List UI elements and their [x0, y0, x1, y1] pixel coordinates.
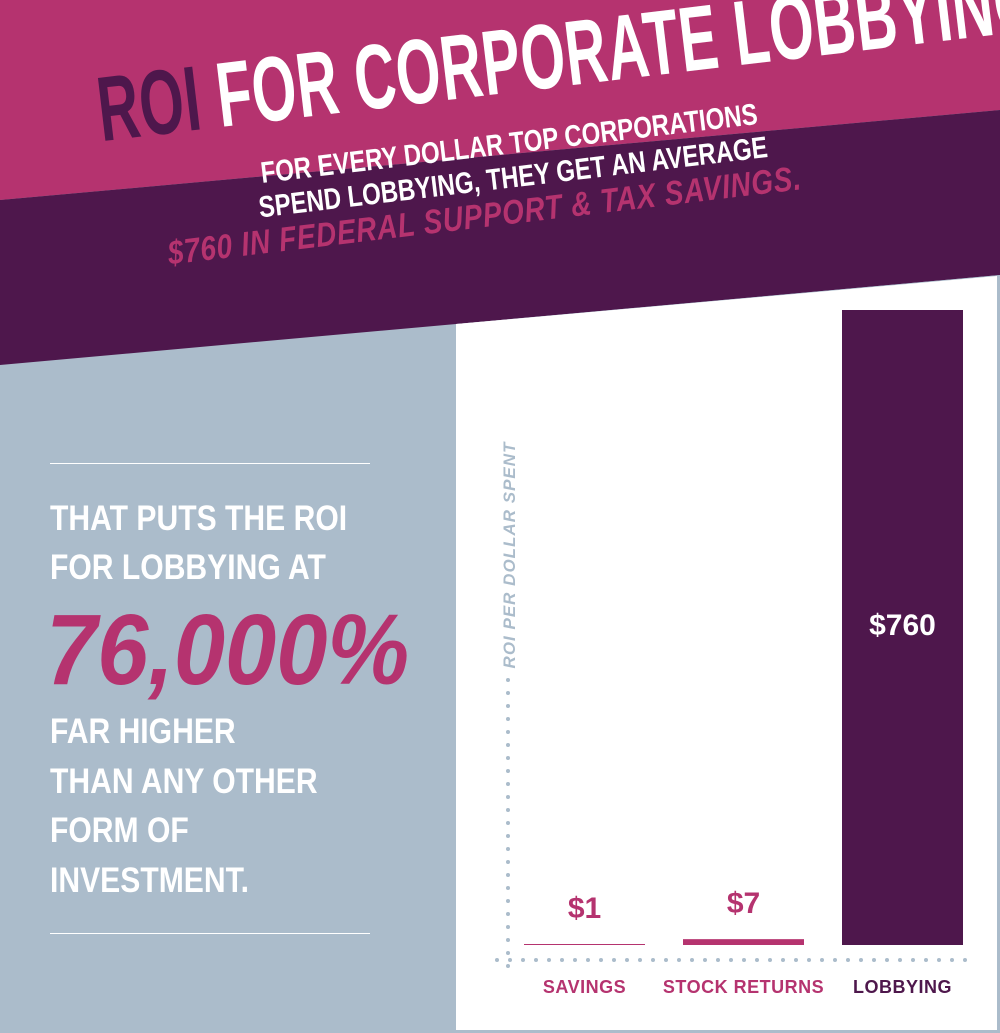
- x-axis-dot: [495, 958, 499, 962]
- y-axis-label: ROI PER DOLLAR SPENT: [500, 441, 519, 669]
- category-label: STOCK RETURNS: [662, 977, 825, 997]
- y-axis-dot: [506, 717, 510, 721]
- y-axis-dot: [506, 756, 510, 760]
- x-axis-dot: [911, 958, 915, 962]
- left-text-line-3: FAR HIGHER: [50, 712, 236, 751]
- x-axis-dot: [690, 958, 694, 962]
- y-axis-dot: [506, 769, 510, 773]
- x-axis-dot: [716, 958, 720, 962]
- x-axis-dot: [963, 958, 967, 962]
- x-axis-dot: [937, 958, 941, 962]
- y-axis-dot: [506, 964, 510, 968]
- x-axis-dot: [872, 958, 876, 962]
- y-axis-dot: [506, 847, 510, 851]
- x-axis-dot: [599, 958, 603, 962]
- x-axis-dot: [807, 958, 811, 962]
- x-axis-dot: [781, 958, 785, 962]
- category-label: SAVINGS: [542, 977, 627, 997]
- x-axis-dot: [885, 958, 889, 962]
- bar-savings: [524, 944, 645, 945]
- x-axis-dot: [534, 958, 538, 962]
- roi-percentage: 76,000%: [46, 594, 410, 706]
- left-text-line-4: THAN ANY OTHER: [50, 762, 318, 801]
- y-axis-dot: [506, 808, 510, 812]
- x-axis-dot: [924, 958, 928, 962]
- bar-stock-returns: [683, 939, 804, 945]
- x-axis-dot: [677, 958, 681, 962]
- y-axis-dot: [506, 886, 510, 890]
- y-axis-dot: [506, 795, 510, 799]
- y-axis-dot: [506, 912, 510, 916]
- x-axis-dot: [638, 958, 642, 962]
- x-axis-dot: [651, 958, 655, 962]
- y-axis-dot: [506, 782, 510, 786]
- bottom-divider: [50, 933, 370, 934]
- top-divider: [50, 463, 370, 464]
- x-axis-dot: [586, 958, 590, 962]
- x-axis-dot: [612, 958, 616, 962]
- x-axis-dot: [794, 958, 798, 962]
- x-axis-dot: [820, 958, 824, 962]
- x-axis-dot: [768, 958, 772, 962]
- value-label: $760: [869, 608, 936, 642]
- y-axis-dot: [506, 730, 510, 734]
- x-axis-dot: [729, 958, 733, 962]
- x-axis-dot: [625, 958, 629, 962]
- x-axis-dot: [547, 958, 551, 962]
- left-text-line-2: FOR LOBBYING AT: [50, 548, 326, 587]
- y-axis-dot: [506, 938, 510, 942]
- x-axis-dot: [833, 958, 837, 962]
- pink-header-band: [0, 0, 1000, 200]
- left-text-line-1: THAT PUTS THE ROI: [50, 499, 348, 538]
- x-axis-dot: [898, 958, 902, 962]
- x-axis-dot: [950, 958, 954, 962]
- left-text-line-6: INVESTMENT.: [50, 861, 250, 900]
- x-axis-dot: [703, 958, 707, 962]
- y-axis-dot: [506, 834, 510, 838]
- y-axis-dot: [506, 678, 510, 682]
- x-axis-dot: [508, 958, 512, 962]
- x-axis-dot: [521, 958, 525, 962]
- y-axis-dot: [506, 691, 510, 695]
- y-axis-dot: [506, 925, 510, 929]
- x-axis-dot: [560, 958, 564, 962]
- y-axis-dot: [506, 899, 510, 903]
- value-label: $1: [567, 892, 602, 925]
- x-axis-dot: [859, 958, 863, 962]
- value-label: $7: [726, 887, 761, 921]
- y-axis-dot: [506, 743, 510, 747]
- x-axis-dot: [664, 958, 668, 962]
- y-axis-dot: [506, 860, 510, 864]
- left-text-line-5: FORM OF: [50, 811, 189, 850]
- x-axis-dot: [755, 958, 759, 962]
- category-label: LOBBYING: [852, 977, 952, 997]
- y-axis-dot: [506, 704, 510, 708]
- y-axis-dot: [506, 821, 510, 825]
- x-axis-dot: [573, 958, 577, 962]
- y-axis-dot: [506, 873, 510, 877]
- y-axis-dot: [506, 951, 510, 955]
- bar-lobbying: [842, 310, 963, 945]
- purple-subtitle-band: [0, 110, 1000, 365]
- x-axis-dot: [846, 958, 850, 962]
- x-axis-dot: [742, 958, 746, 962]
